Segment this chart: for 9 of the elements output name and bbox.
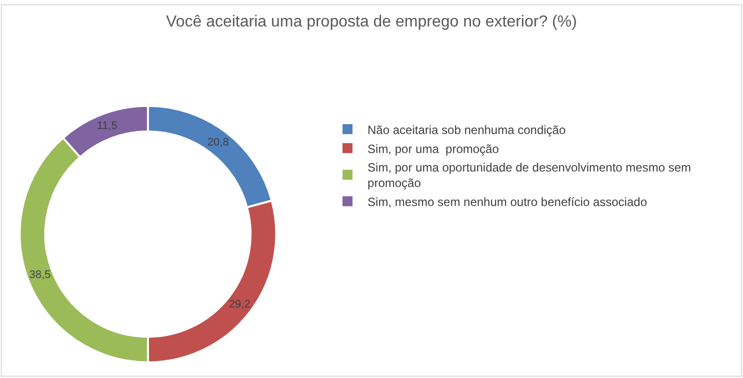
data-label: 20,8	[207, 136, 229, 148]
data-label: 29,2	[228, 298, 250, 310]
legend-label: Sim, mesmo sem nenhum outro benefício associado	[368, 194, 648, 209]
data-label: 38,5	[29, 268, 51, 281]
legend-label: Não aceitaria sob nenhuma condição	[368, 122, 566, 137]
legend-label: Sim, por uma promoção	[368, 142, 500, 156]
data-label: 11,5	[96, 120, 118, 132]
chart-title: Você aceitaria uma proposta de emprego no exterior? (%)	[166, 13, 577, 30]
legend-label: Sim, por uma oportunidade de desenvolvimento mesmo sem promoção	[368, 160, 692, 190]
